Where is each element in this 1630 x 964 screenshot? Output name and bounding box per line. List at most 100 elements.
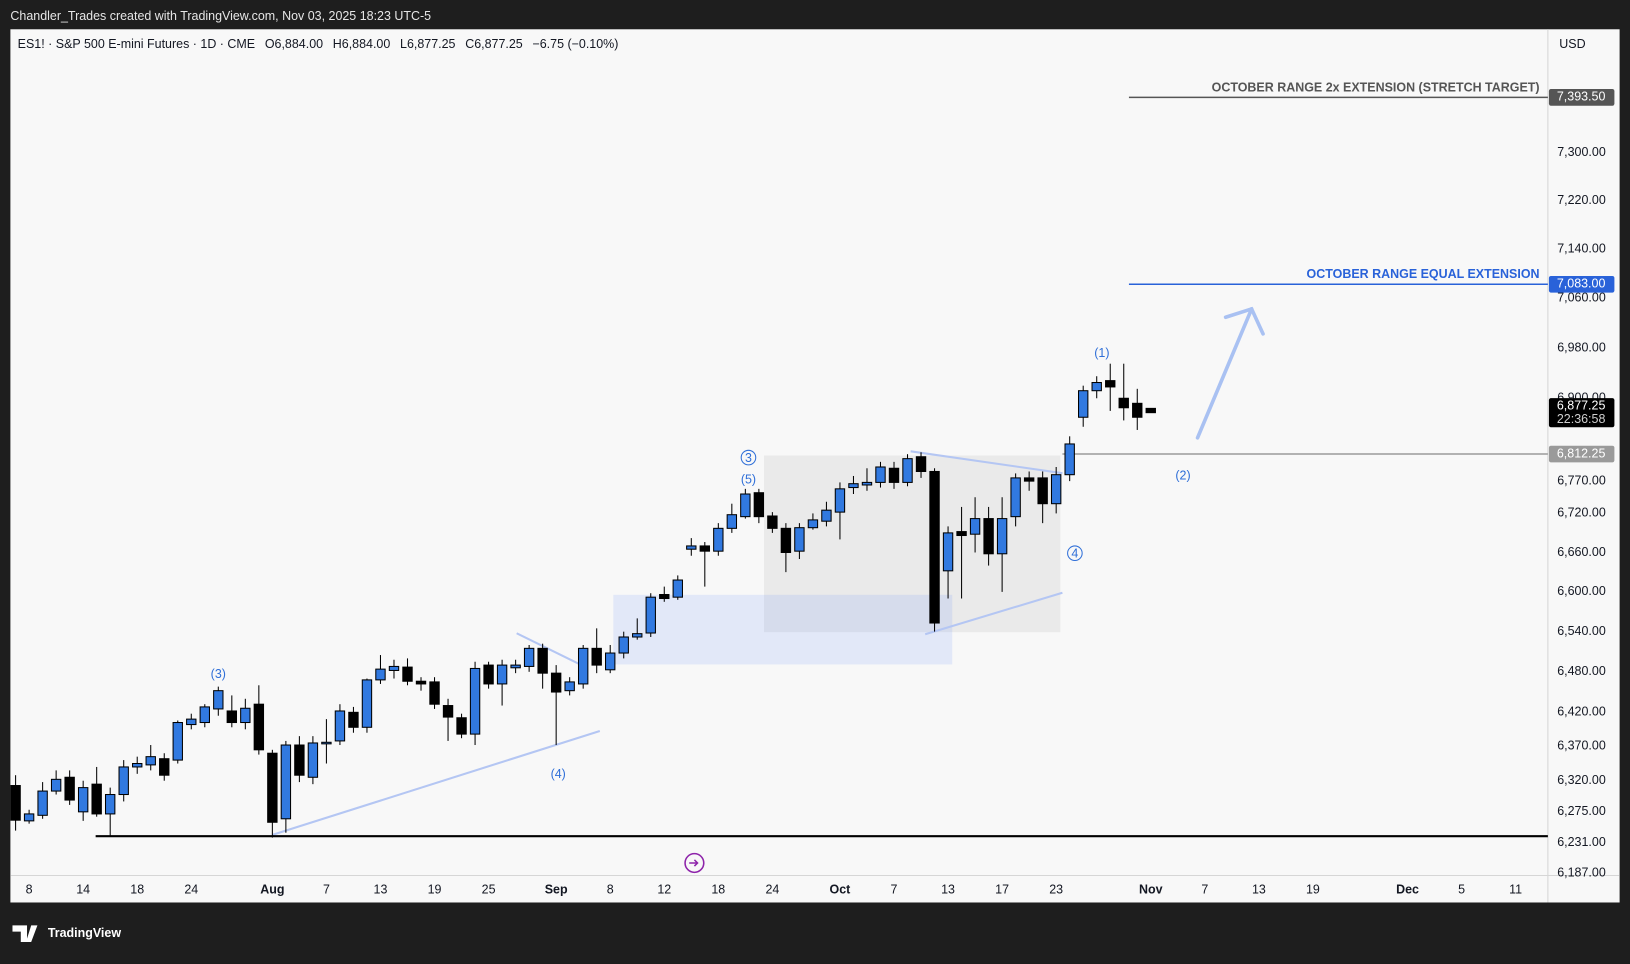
x-tick-label: 24 (765, 882, 779, 896)
candle-body (834, 488, 846, 513)
candle-body (226, 710, 238, 724)
candle-body (780, 527, 792, 553)
candle-body (469, 667, 481, 735)
trendline (272, 729, 601, 836)
candle-body (591, 647, 602, 666)
candle-body (956, 531, 967, 537)
candle-body (50, 778, 62, 792)
level-label: OCTOBER RANGE 2x EXTENSION (STRETCH TARG… (1212, 80, 1540, 94)
y-tick-label: 6,187.00 (1557, 866, 1606, 880)
x-tick-label: Nov (1139, 882, 1163, 896)
x-tick-label: Sep (545, 882, 568, 896)
wave-ring (740, 449, 757, 466)
candle-body (686, 545, 697, 550)
candle-body (564, 681, 575, 692)
candle-body (253, 703, 265, 751)
candle-body (213, 690, 224, 710)
candle-body (875, 466, 886, 483)
wave-ring (1067, 545, 1083, 562)
candle-body (969, 518, 981, 535)
y-tick-label: 6,320.00 (1557, 773, 1606, 787)
change: −6.75 (−0.10%) (532, 37, 618, 51)
ohlc-low: L6,877.25 (400, 37, 456, 51)
candle-body (605, 652, 616, 671)
candle-body (699, 545, 711, 552)
candle-body (523, 647, 535, 667)
trendline (516, 632, 583, 667)
price-tag (1548, 445, 1615, 463)
price-tag (1548, 275, 1615, 293)
candle-body (375, 668, 386, 681)
candle-body (645, 596, 656, 634)
candle-body (496, 664, 508, 685)
candle-body (537, 647, 548, 674)
candle-body (402, 666, 413, 682)
price-tag-label: 7,393.50 (1557, 90, 1606, 104)
level-label: OCTOBER RANGE EQUAL EXTENSION (1307, 267, 1540, 281)
candle-body (821, 509, 832, 522)
candle-body (672, 579, 683, 598)
x-tick-label: 7 (1201, 882, 1208, 896)
candle-body (915, 456, 927, 472)
candle-body (726, 514, 738, 529)
credit: Chandler_Trades created with TradingView… (10, 9, 431, 23)
candle-body (159, 758, 170, 776)
candle-body (186, 718, 197, 726)
candle-body (77, 787, 89, 813)
x-tick-label: 13 (941, 882, 955, 896)
x-tick-label: 13 (374, 882, 388, 896)
candle-body (334, 710, 346, 742)
candle-body (1037, 477, 1048, 505)
candle-body (1091, 381, 1102, 392)
x-tick-label: 14 (76, 882, 90, 896)
brand-logo (12, 925, 38, 942)
candle-body (267, 752, 278, 823)
last-price-tag (1548, 398, 1615, 428)
candle-body (361, 679, 373, 728)
x-tick-label: 8 (26, 882, 33, 896)
y-tick-label: 6,600.00 (1557, 584, 1606, 598)
candle-body (64, 776, 75, 801)
x-tick-label: 25 (482, 882, 496, 896)
ohlc-high: H6,884.00 (333, 37, 391, 51)
x-tick-label: Oct (830, 882, 851, 896)
y-tick-label: 6,660.00 (1557, 545, 1606, 559)
arrow-shaft (1195, 307, 1254, 440)
candle-body (388, 665, 400, 671)
candle-body (240, 707, 251, 724)
candle-body (456, 717, 467, 735)
candle-body (199, 706, 210, 724)
x-tick-label: 23 (1049, 882, 1063, 896)
x-tick-label: 17 (995, 882, 1009, 896)
wave-label: 3 (745, 451, 752, 465)
candle-body (1078, 390, 1089, 418)
candle-body (483, 664, 494, 685)
candle-body (1132, 402, 1143, 418)
candle-body (550, 672, 562, 693)
x-tick-label: 18 (711, 882, 725, 896)
ohlc-close: C6,877.25 (465, 37, 523, 51)
brand: TradingView (48, 926, 122, 940)
candle-body (794, 527, 805, 552)
x-tick-label: 7 (323, 882, 330, 896)
y-tick-label: 6,770.00 (1557, 473, 1606, 487)
candle-body (1118, 397, 1129, 409)
x-tick-label: 8 (607, 882, 614, 896)
candle-body (118, 766, 129, 796)
projection-arrow (1195, 306, 1265, 440)
candle-body (348, 711, 359, 728)
candle-body (1105, 380, 1116, 388)
x-tick-label: 18 (130, 882, 144, 896)
candle-body (848, 483, 859, 489)
symbol: ES1! · S&P 500 E-mini Futures · 1D · CME (18, 37, 255, 51)
x-tick-label: 19 (428, 882, 442, 896)
candle-body (618, 636, 629, 654)
y-tick-label: 6,275.00 (1557, 804, 1606, 818)
x-tick-label: 13 (1252, 882, 1266, 896)
x-tick-label: 7 (891, 882, 898, 896)
currency: USD (1559, 37, 1585, 51)
countdown: 22:36:58 (1557, 412, 1606, 426)
event-icon[interactable] (684, 852, 705, 874)
symbol-legend: ES1! · S&P 500 E-mini Futures · 1D · CME… (18, 37, 619, 51)
